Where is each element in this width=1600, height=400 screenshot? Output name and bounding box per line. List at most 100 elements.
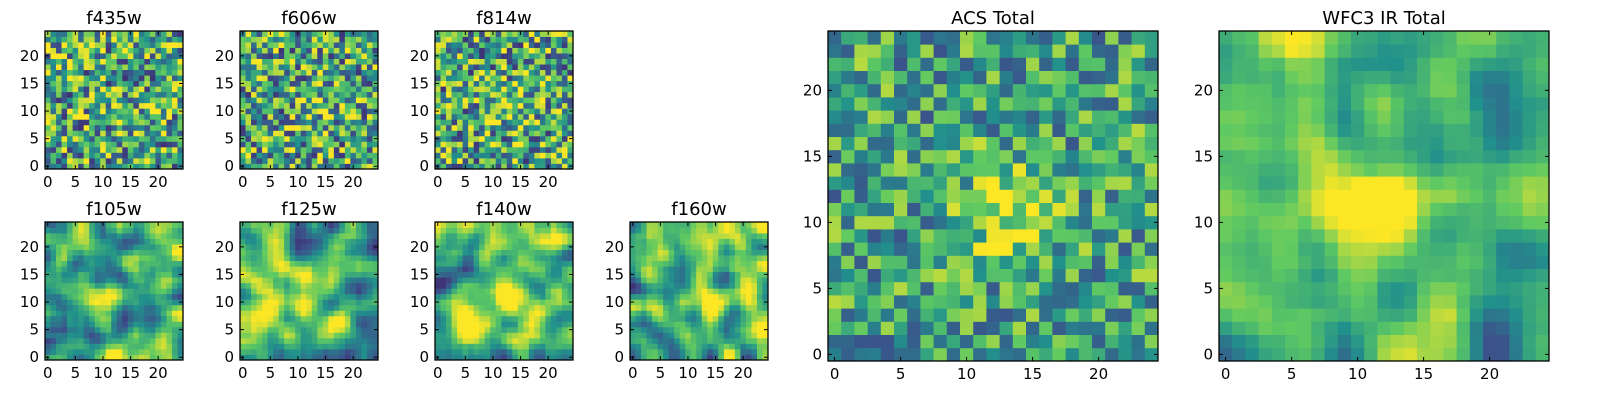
heatmap-cell	[83, 315, 90, 322]
heatmap-cell	[300, 354, 307, 361]
y-tick-label: 5	[419, 321, 429, 339]
heatmap-cell	[366, 332, 373, 339]
heatmap-cell	[122, 222, 129, 228]
heatmap-cell	[894, 268, 908, 283]
heatmap-cell	[528, 332, 535, 339]
heatmap-cell	[674, 249, 681, 256]
heatmap-cell	[177, 42, 184, 48]
heatmap-cell	[127, 42, 134, 48]
heatmap-cell	[94, 222, 101, 228]
heatmap-cell	[306, 249, 313, 256]
heatmap-cell	[177, 222, 184, 228]
heatmap-cell	[333, 69, 340, 76]
heatmap-cell	[355, 321, 362, 328]
heatmap-cell	[523, 86, 530, 93]
heatmap-cell	[690, 249, 697, 256]
heatmap-cell	[372, 315, 379, 322]
heatmap-cell	[83, 58, 90, 65]
heatmap-cell	[350, 130, 357, 137]
heatmap-cell	[273, 266, 280, 273]
heatmap-cell	[440, 130, 447, 137]
heatmap-cell	[490, 75, 497, 82]
heatmap-cell	[300, 86, 307, 93]
heatmap-cell	[462, 53, 469, 59]
heatmap-cell	[171, 233, 178, 239]
heatmap-cell	[484, 152, 491, 159]
heatmap-cell	[468, 91, 475, 98]
heatmap-cell	[701, 222, 708, 228]
heatmap-cell	[512, 31, 519, 37]
heatmap-cell	[333, 315, 340, 322]
heatmap-cell	[160, 31, 167, 37]
heatmap-cell	[473, 75, 480, 82]
heatmap-cell	[973, 347, 987, 362]
heatmap-cell	[278, 91, 285, 98]
heatmap-cell	[133, 75, 140, 82]
heatmap-cell	[841, 308, 855, 322]
heatmap-cell	[127, 304, 134, 311]
heatmap-cell	[973, 242, 987, 256]
heatmap-cell	[696, 260, 703, 267]
heatmap-cell	[539, 321, 546, 328]
heatmap-cell	[317, 277, 324, 284]
heatmap-cell	[986, 321, 1000, 335]
heatmap-cell	[94, 238, 101, 245]
heatmap-cell	[94, 354, 101, 361]
heatmap-cell	[907, 176, 921, 190]
heatmap-cell	[652, 282, 658, 289]
heatmap-cell	[278, 86, 285, 93]
heatmap-cell	[517, 315, 524, 322]
heatmap-cell	[462, 102, 469, 109]
heatmap-cell	[973, 229, 987, 243]
heatmap-cell	[89, 293, 96, 300]
heatmap-cell	[284, 141, 291, 148]
heatmap-cell	[723, 337, 730, 344]
heatmap-cell	[440, 42, 447, 48]
heatmap-cell	[528, 80, 535, 87]
heatmap-cell	[468, 135, 475, 142]
heatmap-cell	[361, 91, 368, 98]
heatmap-cell	[539, 310, 546, 317]
heatmap-cell	[1065, 295, 1080, 309]
heatmap-cell	[311, 277, 318, 284]
heatmap-cell	[920, 268, 934, 283]
heatmap-cell	[133, 315, 140, 322]
heatmap-cell	[149, 348, 156, 355]
heatmap-cell	[133, 310, 140, 317]
heatmap-cell	[245, 108, 252, 115]
heatmap-cell	[440, 354, 447, 361]
heatmap-cell	[729, 255, 736, 262]
heatmap-cell	[1026, 215, 1040, 230]
heatmap-cell	[94, 36, 101, 43]
heatmap-cell	[545, 293, 552, 300]
heatmap-cell	[756, 337, 763, 344]
heatmap-cell	[501, 337, 508, 344]
heatmap-cell	[78, 310, 85, 317]
heatmap-cell	[339, 102, 346, 109]
heatmap-cell	[138, 266, 145, 273]
heatmap-cell	[355, 337, 362, 344]
heatmap-cell	[1105, 308, 1119, 322]
heatmap-cell	[240, 75, 246, 82]
heatmap-cell	[457, 47, 463, 54]
heatmap-cell	[567, 141, 574, 148]
heatmap-cell	[674, 326, 681, 333]
heatmap-cell	[751, 277, 758, 284]
heatmap-cell	[718, 332, 725, 339]
heatmap-cell	[56, 266, 62, 273]
heatmap-cell	[479, 163, 486, 170]
heatmap-cell	[171, 299, 178, 306]
heatmap-cell	[256, 271, 263, 278]
heatmap-cell	[734, 238, 741, 245]
heatmap-cell	[550, 315, 557, 322]
heatmap-cell	[756, 326, 763, 333]
heatmap-cell	[1026, 334, 1040, 349]
heatmap-cell	[251, 238, 257, 245]
heatmap-cell	[262, 304, 268, 311]
heatmap-cell	[317, 315, 324, 322]
heatmap-cell	[133, 31, 140, 37]
heatmap-cell	[484, 47, 491, 54]
heatmap-cell	[1052, 295, 1066, 309]
heatmap-cell	[111, 124, 118, 131]
heatmap-cell	[133, 249, 140, 256]
